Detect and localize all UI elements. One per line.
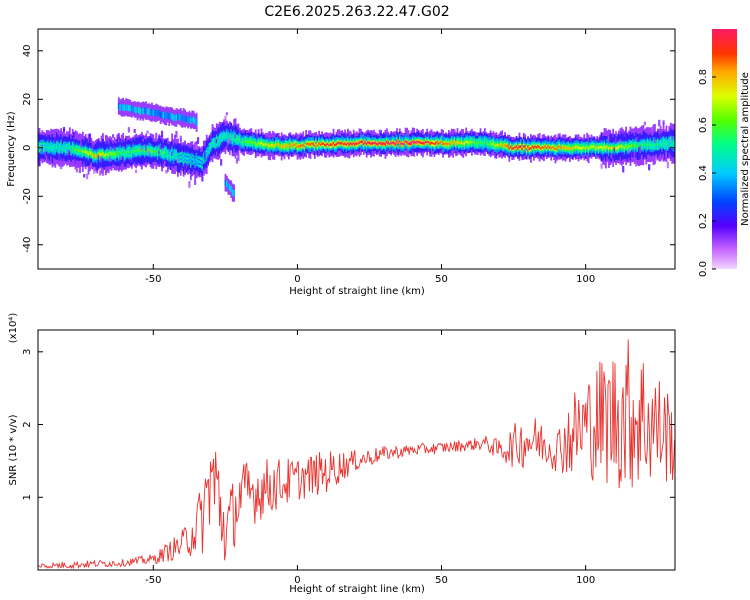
spectrogram-frame	[37, 28, 676, 270]
snr-multiplier: (x10⁴)	[8, 313, 19, 344]
spectrogram-xlabel: Height of straight line (km)	[289, 286, 425, 297]
colorbar-tick-label: 0.8	[698, 69, 709, 85]
spectrogram-panel: -50 0 50 100 -40 -20 0 20 40 Height of straight …	[6, 28, 676, 297]
spectrogram-ytick-label: -20	[22, 188, 33, 204]
spectrogram-xtick-label: -50	[145, 274, 161, 285]
spectrogram-heat-layer	[38, 97, 675, 202]
spectrogram-xtick-label: 50	[435, 274, 448, 285]
snr-ylabel: SNR (10 * v/v)	[8, 414, 19, 485]
spectrogram-xtick-label: 100	[576, 274, 595, 285]
colorbar-ticks: 0.0 0.2 0.4 0.6 0.8	[698, 69, 716, 277]
snr-ytick-label: 3	[22, 349, 33, 355]
spectrogram-xtick-label: 0	[294, 274, 300, 285]
snr-panel: -50 0 50 100 1 2 3 (x10⁴) Height of straight l…	[8, 313, 676, 595]
colorbar-tick-label: 0.6	[698, 117, 709, 133]
snr-xlabel: Height of straight line (km)	[289, 584, 425, 595]
snr-xtick-label: 100	[576, 575, 595, 586]
colorbar-tick-label: 0.2	[698, 213, 709, 229]
colorbar-label: Normalized spectral amplitude	[740, 72, 750, 226]
colorbar-tick-label: 0.0	[698, 261, 709, 277]
snr-series-line	[38, 339, 675, 570]
snr-xtick-label: -50	[145, 575, 161, 586]
colorbar: 0.0 0.2 0.4 0.6 0.8 Normalized spectral ampl…	[698, 29, 750, 277]
snr-plot-area	[38, 330, 675, 570]
snr-xtick-label: 0	[294, 575, 300, 586]
snr-frame	[37, 329, 676, 571]
colorbar-scale	[712, 29, 737, 269]
spectrogram-ticks: -50 0 50 100 -40 -20 0 20 40	[22, 29, 675, 285]
figure-title: C2E6.2025.263.22.47.G02	[264, 4, 449, 20]
colorbar-tick-label: 0.4	[698, 165, 709, 181]
spectrogram-ytick-label: 20	[22, 93, 33, 106]
snr-ticks: -50 0 50 100 1 2 3	[22, 330, 675, 586]
snr-xtick-label: 50	[435, 575, 448, 586]
spectrogram-ytick-label: -40	[22, 237, 33, 253]
snr-ytick-label: 2	[22, 421, 33, 427]
spectrogram-ylabel: Frequency (Hz)	[6, 111, 17, 187]
snr-ytick-label: 1	[22, 494, 33, 500]
spectrogram-ytick-label: 40	[22, 44, 33, 57]
spectrogram-ytick-label: 0	[22, 145, 33, 151]
